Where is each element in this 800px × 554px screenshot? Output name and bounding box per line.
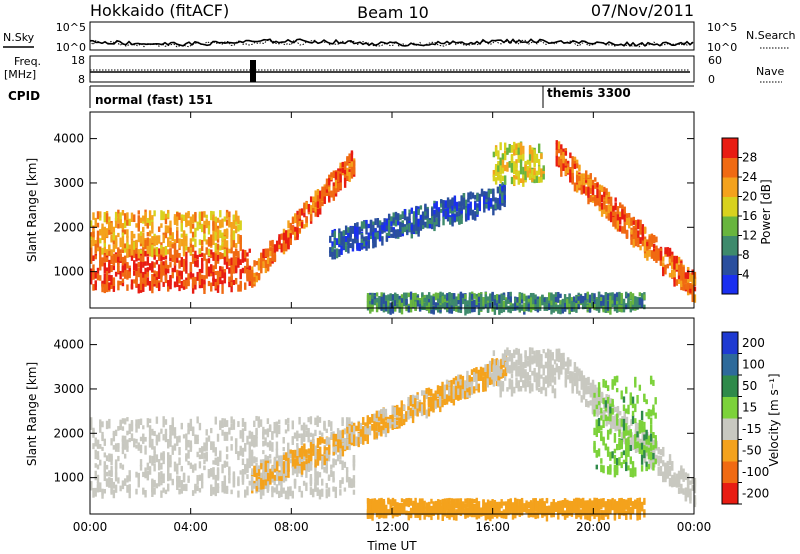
- nave-tick-low: 0: [708, 73, 715, 86]
- velocity-colorbar-tick: -100: [742, 465, 769, 479]
- time-tick-label: 16:00: [475, 520, 510, 534]
- freq-tick-low: 8: [78, 73, 85, 86]
- time-tick-label: 20:00: [576, 520, 611, 534]
- power-colorbar-tick: 24: [742, 170, 757, 184]
- range-tick-label: 1000: [53, 265, 84, 279]
- cpid-segment-normal: normal (fast) 151: [95, 93, 213, 107]
- cpid-segment-themis: themis 3300: [547, 86, 631, 100]
- colorbar-swatch: [722, 157, 738, 178]
- velocity-colorbar-tick: 15: [742, 400, 757, 414]
- nave-tick-high: 60: [708, 54, 722, 67]
- velocity-colorbar-tick: 50: [742, 379, 757, 393]
- power-colorbar-tick: 12: [742, 229, 757, 243]
- nsearch-trace: [89, 39, 694, 48]
- time-tick-label: 04:00: [173, 520, 208, 534]
- colorbar-swatch: [722, 353, 738, 376]
- time-tick-label: 08:00: [274, 520, 309, 534]
- noise-tick-left-high: 10^5: [56, 21, 86, 34]
- colorbar-swatch: [722, 216, 738, 236]
- time-tick-label: 00:00: [677, 520, 712, 534]
- range-tick-label: 3000: [53, 382, 84, 396]
- colorbar-swatch: [722, 255, 738, 275]
- power-colorbar-label: Power [dB]: [759, 179, 773, 244]
- colorbar-swatch: [722, 235, 738, 256]
- colorbar-swatch: [722, 138, 738, 158]
- beam-title: Beam 10: [357, 3, 429, 22]
- velocity-colorbar: 200 100 50 15 -15 -50 -100 -200: [721, 331, 769, 505]
- freq-tick-high: 18: [71, 54, 85, 67]
- time-axis: 00:00 04:00 08:00 12:00 16:00 20:00 00:00: [73, 112, 712, 534]
- power-colorbar-tick: 8: [742, 248, 750, 262]
- nsearch-label: N.Search: [746, 29, 796, 42]
- colorbar-swatch: [722, 482, 738, 505]
- velocity-echo-cells: [90, 347, 697, 522]
- cpid-label: CPID: [8, 89, 40, 103]
- power-echo-cells: [90, 140, 697, 316]
- colorbar-swatch: [722, 196, 738, 217]
- freq-spike: [250, 60, 256, 82]
- colorbar-swatch: [722, 396, 738, 419]
- velocity-colorbar-tick: -200: [742, 486, 769, 500]
- noise-tick-right-high: 10^5: [707, 21, 737, 34]
- noise-tick-right-low: 10^0: [707, 41, 737, 54]
- velocity-ylabel: Slant Range [km]: [25, 362, 39, 466]
- power-colorbar-tick: 4: [742, 268, 750, 282]
- noise-panel: N.Sky N.Search 10^5 10^0 10^5 10^0: [3, 21, 796, 54]
- colorbar-swatch: [722, 177, 738, 197]
- time-tick-label: 00:00: [73, 520, 108, 534]
- colorbar-swatch: [722, 332, 738, 354]
- colorbar-swatch: [722, 461, 738, 483]
- range-tick-label: 2000: [53, 426, 84, 440]
- noise-tick-left-low: 10^0: [56, 41, 86, 54]
- nave-label: Nave: [756, 65, 784, 78]
- colorbar-swatch: [722, 439, 738, 462]
- velocity-colorbar-tick: -50: [742, 443, 762, 457]
- range-tick-label: 4000: [53, 132, 84, 146]
- power-colorbar: 4 8 12 16 20 24 28: [721, 137, 757, 295]
- time-tick-label: 12:00: [375, 520, 410, 534]
- freq-label-line1: Freq.: [14, 55, 41, 68]
- range-tick-label: 2000: [53, 220, 84, 234]
- date-title: 07/Nov/2011: [591, 1, 694, 20]
- nsky-trace: [89, 38, 694, 48]
- power-colorbar-tick: 20: [742, 190, 757, 204]
- range-tick-label: 3000: [53, 176, 84, 190]
- power-panel: 1000 2000 3000 4000 Slant Range [km]: [25, 111, 697, 316]
- power-colorbar-tick: 28: [742, 151, 757, 165]
- power-ylabel: Slant Range [km]: [25, 158, 39, 262]
- velocity-colorbar-label: Velocity [m s⁻¹]: [767, 373, 781, 466]
- cpid-strip: CPID normal (fast) 151 themis 3300: [8, 85, 694, 108]
- range-tick-label: 1000: [53, 471, 84, 485]
- velocity-colorbar-tick: 100: [742, 357, 765, 371]
- range-tick-label: 4000: [53, 338, 84, 352]
- nsky-label: N.Sky: [3, 31, 35, 44]
- time-axis-label: Time UT: [366, 539, 417, 553]
- velocity-colorbar-tick: -15: [742, 422, 762, 436]
- power-colorbar-tick: 16: [742, 209, 757, 223]
- freq-label-line2: [MHz]: [4, 68, 36, 81]
- colorbar-swatch: [722, 274, 738, 295]
- velocity-panel: 1000 2000 3000 4000 Slant Range [km]: [25, 317, 697, 522]
- radar-title: Hokkaido (fitACF): [90, 1, 229, 20]
- colorbar-swatch: [722, 418, 738, 440]
- freq-panel: Freq. [MHz] Nave 18 8 60 0: [4, 54, 784, 86]
- velocity-colorbar-tick: 200: [742, 336, 765, 350]
- colorbar-swatch: [722, 375, 738, 397]
